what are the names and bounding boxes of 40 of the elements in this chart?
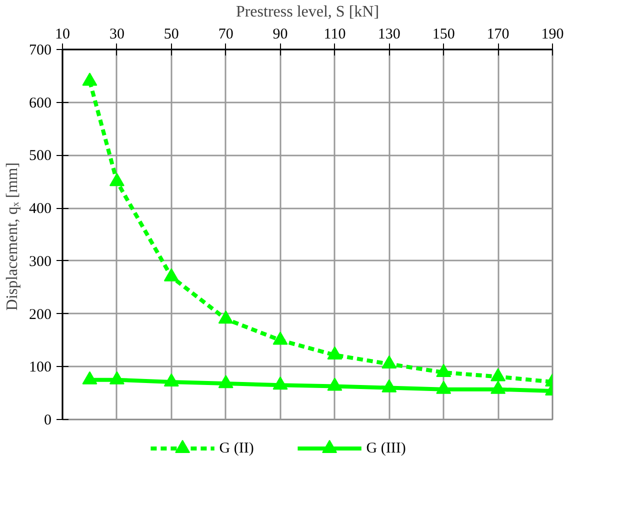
y-tick-label: 600 (29, 95, 52, 112)
x-tick-label: 70 (218, 26, 234, 42)
x-tick-label: 110 (324, 26, 346, 42)
point (218, 310, 234, 324)
point (109, 173, 124, 186)
x-axis-title: Prestress level, S [kN] (236, 4, 380, 20)
point (436, 364, 452, 377)
y-axis-title: Displacement, qₓ [mm] (4, 162, 21, 311)
point (382, 355, 397, 369)
point (272, 376, 288, 390)
point (164, 268, 179, 282)
point (490, 380, 506, 394)
y-tick-label: 700 (29, 42, 52, 58)
y-tick-label: 300 (29, 254, 52, 270)
y-tick-label: 200 (29, 306, 52, 323)
legend-label: G (II) (219, 440, 254, 456)
point (436, 380, 452, 394)
point (109, 371, 124, 384)
point (327, 378, 342, 391)
x-tick-label: 30 (109, 26, 124, 42)
point (82, 371, 98, 384)
x-tick-label: 10 (55, 26, 70, 42)
point (82, 72, 98, 86)
x-tick-label: 50 (164, 26, 179, 42)
x-tick-label: 190 (541, 26, 564, 42)
x-tick-label: 130 (378, 26, 400, 42)
point (164, 373, 179, 387)
point (490, 368, 506, 382)
y-tick-label: 400 (29, 201, 52, 218)
point (327, 346, 342, 360)
y-tick-label: 0 (44, 412, 52, 428)
x-tick-label: 90 (272, 26, 288, 42)
y-tick-label: 100 (29, 360, 52, 376)
y-tick-label: 500 (29, 148, 52, 164)
point (382, 379, 397, 392)
point (272, 332, 288, 345)
legend-label: G (III) (366, 440, 406, 456)
x-tick-label: 150 (432, 26, 455, 42)
point (218, 374, 234, 388)
x-tick-label: 170 (486, 26, 510, 42)
